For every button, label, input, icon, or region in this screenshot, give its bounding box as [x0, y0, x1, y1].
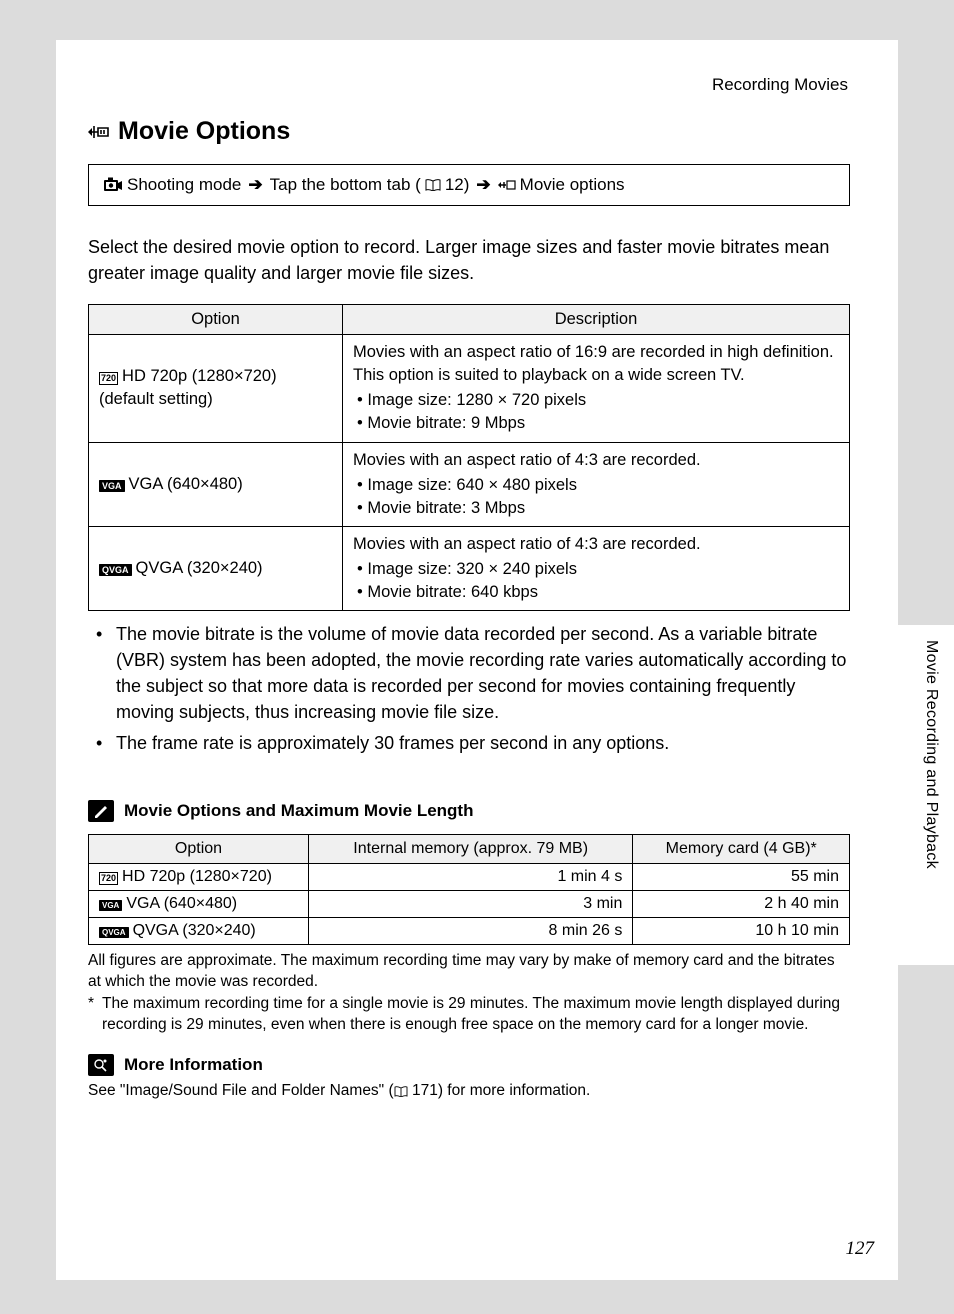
- option-label: HD 720p (1280×720): [122, 868, 272, 885]
- option-bullet: Image size: 640 × 480 pixels: [353, 474, 839, 497]
- breadcrumb: Shooting mode ➔ Tap the bottom tab ( 12)…: [88, 164, 850, 206]
- pencil-note-icon: [88, 800, 114, 822]
- intro-paragraph: Select the desired movie option to recor…: [88, 234, 850, 286]
- arrow-icon: ➔: [248, 175, 262, 195]
- internal-value: 3 min: [309, 890, 633, 917]
- subsection-header: Movie Options and Maximum Movie Length: [88, 800, 850, 822]
- movie-options-icon: [498, 178, 516, 192]
- option-desc: Movies with an aspect ratio of 4:3 are r…: [353, 535, 701, 553]
- qvga-icon: QVGA: [99, 927, 129, 938]
- column-header: Internal memory (approx. 79 MB): [309, 834, 633, 863]
- table-row: VGA VGA (640×480) 3 min 2 h 40 min: [89, 890, 850, 917]
- more-info-header: More Information: [88, 1054, 850, 1076]
- fine-print: All figures are approximate. The maximum…: [88, 951, 850, 993]
- breadcrumb-ref: 12): [445, 175, 470, 195]
- option-desc: Movies with an aspect ratio of 4:3 are r…: [353, 451, 701, 469]
- more-info-text: See "Image/Sound File and Folder Names" …: [88, 1082, 850, 1100]
- subsection-title: Movie Options and Maximum Movie Length: [124, 801, 473, 821]
- table-row: QVGA QVGA (320×240) Movies with an aspect…: [89, 526, 850, 610]
- internal-value: 1 min 4 s: [309, 863, 633, 890]
- option-bullet: Image size: 320 × 240 pixels: [353, 558, 839, 581]
- page-number: 127: [846, 1238, 875, 1260]
- vga-icon: VGA: [99, 900, 122, 911]
- breadcrumb-text: Movie options: [520, 175, 625, 195]
- card-value: 55 min: [633, 863, 850, 890]
- column-header: Memory card (4 GB)*: [633, 834, 850, 863]
- footnote: The maximum recording time for a single …: [88, 994, 850, 1036]
- info-search-icon: [88, 1054, 114, 1076]
- column-header: Option: [89, 834, 309, 863]
- vga-icon: VGA: [99, 480, 125, 492]
- option-label: VGA (640×480): [126, 895, 237, 912]
- options-table: Option Description 720HD 720p (1280×720)…: [88, 304, 850, 611]
- movie-options-icon: [88, 122, 110, 142]
- hd720-icon: 720: [99, 872, 118, 885]
- option-desc: Movies with an aspect ratio of 16:9 are …: [353, 343, 834, 384]
- body-note: The movie bitrate is the volume of movie…: [88, 621, 850, 725]
- option-bullet: Movie bitrate: 9 Mbps: [353, 412, 839, 435]
- option-bullet: Image size: 1280 × 720 pixels: [353, 389, 839, 412]
- manual-page: Recording Movies Movie Options Shooting …: [56, 40, 898, 1280]
- card-value: 2 h 40 min: [633, 890, 850, 917]
- body-note: The frame rate is approximately 30 frame…: [88, 730, 850, 756]
- internal-value: 8 min 26 s: [309, 917, 633, 944]
- column-header: Option: [89, 305, 343, 335]
- qvga-icon: QVGA: [99, 564, 132, 576]
- option-label: VGA (640×480): [129, 475, 243, 493]
- table-row: VGA VGA (640×480) Movies with an aspect r…: [89, 442, 850, 526]
- card-value: 10 h 10 min: [633, 917, 850, 944]
- table-row: QVGA QVGA (320×240) 8 min 26 s 10 h 10 mi…: [89, 917, 850, 944]
- option-label: QVGA (320×240): [136, 559, 263, 577]
- side-tab-label: Movie Recording and Playback: [922, 640, 940, 869]
- breadcrumb-text: Tap the bottom tab (: [270, 175, 421, 195]
- option-bullet: Movie bitrate: 640 kbps: [353, 581, 839, 604]
- body-notes: The movie bitrate is the volume of movie…: [88, 621, 850, 755]
- book-icon: [394, 1086, 408, 1097]
- more-info-title: More Information: [124, 1055, 263, 1075]
- table-row: 720 HD 720p (1280×720) 1 min 4 s 55 min: [89, 863, 850, 890]
- arrow-icon: ➔: [476, 175, 490, 195]
- section-header: Recording Movies: [88, 75, 850, 95]
- option-bullet: Movie bitrate: 3 Mbps: [353, 497, 839, 520]
- option-label: QVGA (320×240): [133, 922, 256, 939]
- title-row: Movie Options: [88, 117, 850, 146]
- option-label: HD 720p (1280×720) (default setting): [99, 367, 277, 408]
- camera-icon: [103, 177, 123, 193]
- length-table: Option Internal memory (approx. 79 MB) M…: [88, 834, 850, 945]
- page-title: Movie Options: [118, 117, 290, 146]
- column-header: Description: [343, 305, 850, 335]
- book-icon: [425, 179, 441, 191]
- hd720-icon: 720: [99, 372, 118, 385]
- table-row: 720HD 720p (1280×720) (default setting) …: [89, 335, 850, 442]
- breadcrumb-text: Shooting mode: [127, 175, 241, 195]
